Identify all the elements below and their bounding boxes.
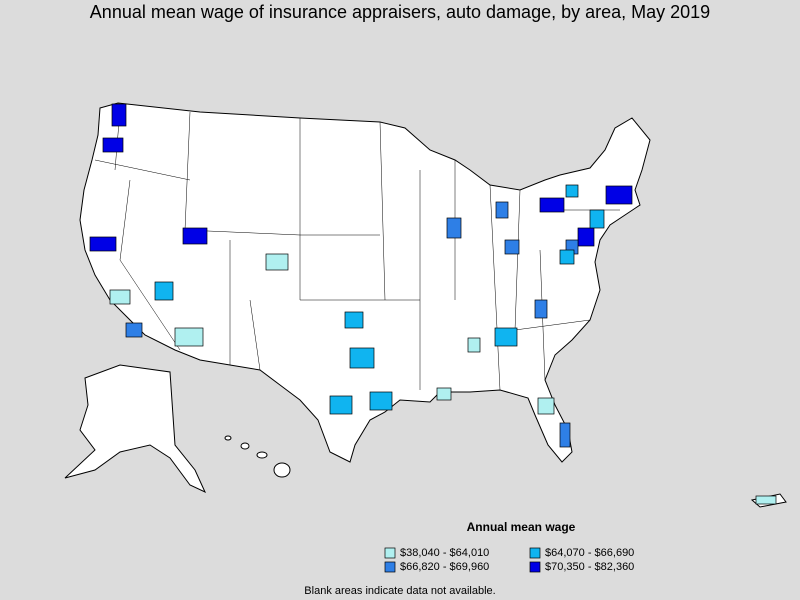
area-phoenix [154, 281, 174, 301]
area-seattle [111, 103, 127, 127]
legend: Annual mean wage $38,040 - $64,010 $64,07… [384, 520, 634, 573]
area-tucson [174, 327, 204, 347]
area-houston [369, 391, 393, 411]
area-raleigh [534, 299, 548, 319]
footnote: Blank areas indicate data not available. [304, 585, 495, 597]
alaska [64, 364, 207, 494]
area-hartford [589, 209, 605, 229]
area-portland [102, 137, 124, 153]
area-chicago [446, 217, 462, 239]
area-dallas [349, 347, 375, 369]
area-new-orleans [436, 387, 452, 401]
area-atlanta [494, 327, 518, 347]
legend-label: $38,040 - $64,010 [400, 547, 489, 559]
area-washington [559, 249, 575, 265]
area-san-francisco [89, 236, 117, 252]
area-denver [182, 227, 208, 245]
highlighted-areas [89, 103, 777, 505]
area-boston [605, 185, 633, 205]
area-los-angeles [125, 322, 143, 338]
area-las-vegas [109, 289, 131, 305]
us-map [64, 102, 787, 508]
legend-swatch [529, 547, 541, 559]
legend-swatch [529, 561, 541, 573]
area-birmingham [467, 337, 481, 353]
area-san-juan [755, 495, 777, 505]
area-san-antonio [329, 395, 353, 415]
area-detroit [495, 201, 509, 219]
legend-label: $70,350 - $82,360 [545, 561, 634, 573]
area-albany [565, 184, 579, 198]
area-columbus [504, 239, 520, 255]
legend-title: Annual mean wage [467, 520, 576, 534]
area-new-york [577, 227, 595, 247]
map-title: Annual mean wage of insurance appraisers… [90, 2, 710, 22]
legend-swatch [384, 561, 396, 573]
area-miami [559, 422, 571, 448]
legend-label: $66,820 - $69,960 [400, 561, 489, 573]
area-buffalo [539, 197, 565, 213]
hawaii [224, 435, 291, 478]
area-colorado-springs [265, 253, 289, 271]
legend-label: $64,070 - $66,690 [545, 547, 634, 559]
area-oklahoma-city [344, 311, 364, 329]
legend-swatch [384, 547, 396, 559]
area-orlando [537, 397, 555, 415]
